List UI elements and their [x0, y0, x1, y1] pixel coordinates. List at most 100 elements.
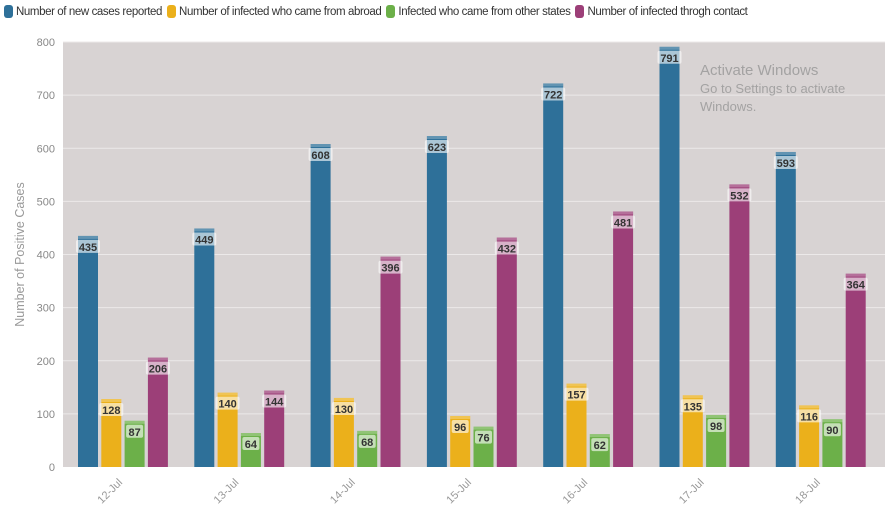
data-label-bg [215, 396, 240, 410]
data-label-bg [308, 148, 333, 161]
data-label: 87 [128, 427, 140, 439]
bar [659, 46, 680, 467]
data-label-bg [378, 260, 403, 274]
y-tick-label: 600 [37, 143, 55, 155]
x-tick-label: 17-Jul [677, 477, 707, 507]
watermark-line2: Go to Settings to activate Windows. [700, 81, 846, 114]
x-tick-label: 12-Jul [95, 477, 125, 507]
data-label: 130 [335, 404, 353, 416]
bar-cap [729, 184, 750, 188]
data-label: 98 [710, 421, 722, 433]
legend-item[interactable]: Number of infected throgh contact [575, 5, 748, 18]
bar [310, 144, 331, 467]
y-axis-title: Number of Positive Cases [13, 182, 27, 327]
legend-label: Number of infected who came from abroad [179, 5, 382, 18]
bar-cap [217, 392, 238, 396]
bar-cap [775, 151, 796, 155]
bar [566, 383, 587, 467]
data-label-bg [797, 409, 822, 423]
legend-label: Infected who came from other states [398, 5, 571, 18]
legend-label: Number of new cases reported [16, 5, 163, 18]
data-label: 157 [567, 390, 585, 402]
data-label: 532 [730, 190, 748, 202]
data-label: 608 [311, 150, 329, 162]
data-label: 68 [361, 437, 373, 449]
x-tick-label: 18-Jul [793, 477, 823, 507]
data-label-bg [611, 215, 636, 229]
data-label: 96 [454, 422, 466, 434]
bar-cap [822, 419, 843, 423]
legend-swatch [575, 5, 585, 18]
bar-cap [566, 383, 587, 387]
data-label: 62 [594, 440, 606, 452]
x-tick-label: 13-Jul [212, 477, 242, 507]
bar-cap [240, 433, 261, 436]
legend-swatch [386, 5, 396, 18]
bar [78, 235, 98, 467]
windows-watermark: Activate Windows Go to Settings to activ… [700, 62, 880, 116]
y-tick-label: 300 [37, 303, 55, 315]
data-label: 623 [428, 142, 446, 154]
bar [496, 237, 517, 467]
bar-cap [799, 405, 820, 409]
data-label: 64 [245, 439, 258, 451]
y-tick-label: 200 [37, 356, 55, 368]
data-label-bg [99, 403, 124, 416]
bar-cap [426, 136, 447, 140]
bar-cap [543, 83, 564, 87]
bar-cap [380, 256, 401, 260]
bar-cap [659, 46, 680, 50]
legend: Number of new cases reported Number of in… [4, 5, 748, 18]
legend-swatch [4, 5, 13, 18]
data-label-bg [843, 277, 868, 291]
data-label: 76 [477, 433, 489, 445]
data-label-bg [358, 434, 376, 448]
data-label-bg [242, 437, 260, 450]
bar [729, 184, 750, 467]
bar-cap [147, 357, 168, 361]
data-label-bg [541, 87, 566, 101]
data-label: 116 [800, 411, 818, 423]
y-tick-label: 500 [37, 196, 55, 208]
data-label: 449 [195, 234, 213, 246]
data-label: 128 [102, 405, 120, 417]
bar-cap [706, 414, 727, 418]
bar [333, 397, 354, 467]
bar-cap [845, 273, 866, 277]
data-label: 144 [265, 397, 284, 409]
legend-item[interactable]: Number of new cases reported [4, 5, 162, 18]
bar-cap [194, 228, 215, 232]
bar-cap [589, 434, 610, 438]
bar-cap [473, 426, 494, 430]
data-label-bg [707, 418, 725, 432]
data-label-bg [76, 239, 100, 253]
data-label: 140 [218, 399, 236, 411]
legend-item[interactable]: Number of infected who came from abroad [167, 5, 382, 18]
bar-cap [264, 390, 285, 394]
legend-swatch [167, 5, 177, 18]
bar [775, 151, 796, 467]
x-tick-label: 16-Jul [561, 477, 591, 507]
data-label: 90 [826, 425, 838, 437]
y-tick-label: 700 [37, 90, 55, 102]
bar [194, 228, 215, 467]
data-label: 481 [614, 217, 632, 229]
data-label-bg [451, 420, 469, 433]
data-label-bg [564, 387, 589, 401]
bar-cap [310, 144, 331, 147]
data-label: 135 [684, 401, 702, 413]
bar [380, 256, 401, 467]
bar [613, 211, 634, 467]
bar-cap [101, 399, 122, 402]
data-label-bg [823, 423, 841, 437]
legend-item[interactable]: Infected who came from other states [386, 5, 571, 18]
data-label-bg [192, 232, 217, 246]
bar [543, 83, 564, 467]
bar-cap [613, 211, 634, 215]
y-tick-label: 800 [37, 37, 55, 49]
data-label-bg [475, 430, 492, 444]
data-label: 593 [777, 158, 795, 170]
bar-cap [682, 395, 703, 399]
bar [147, 357, 168, 467]
bar [845, 273, 866, 467]
